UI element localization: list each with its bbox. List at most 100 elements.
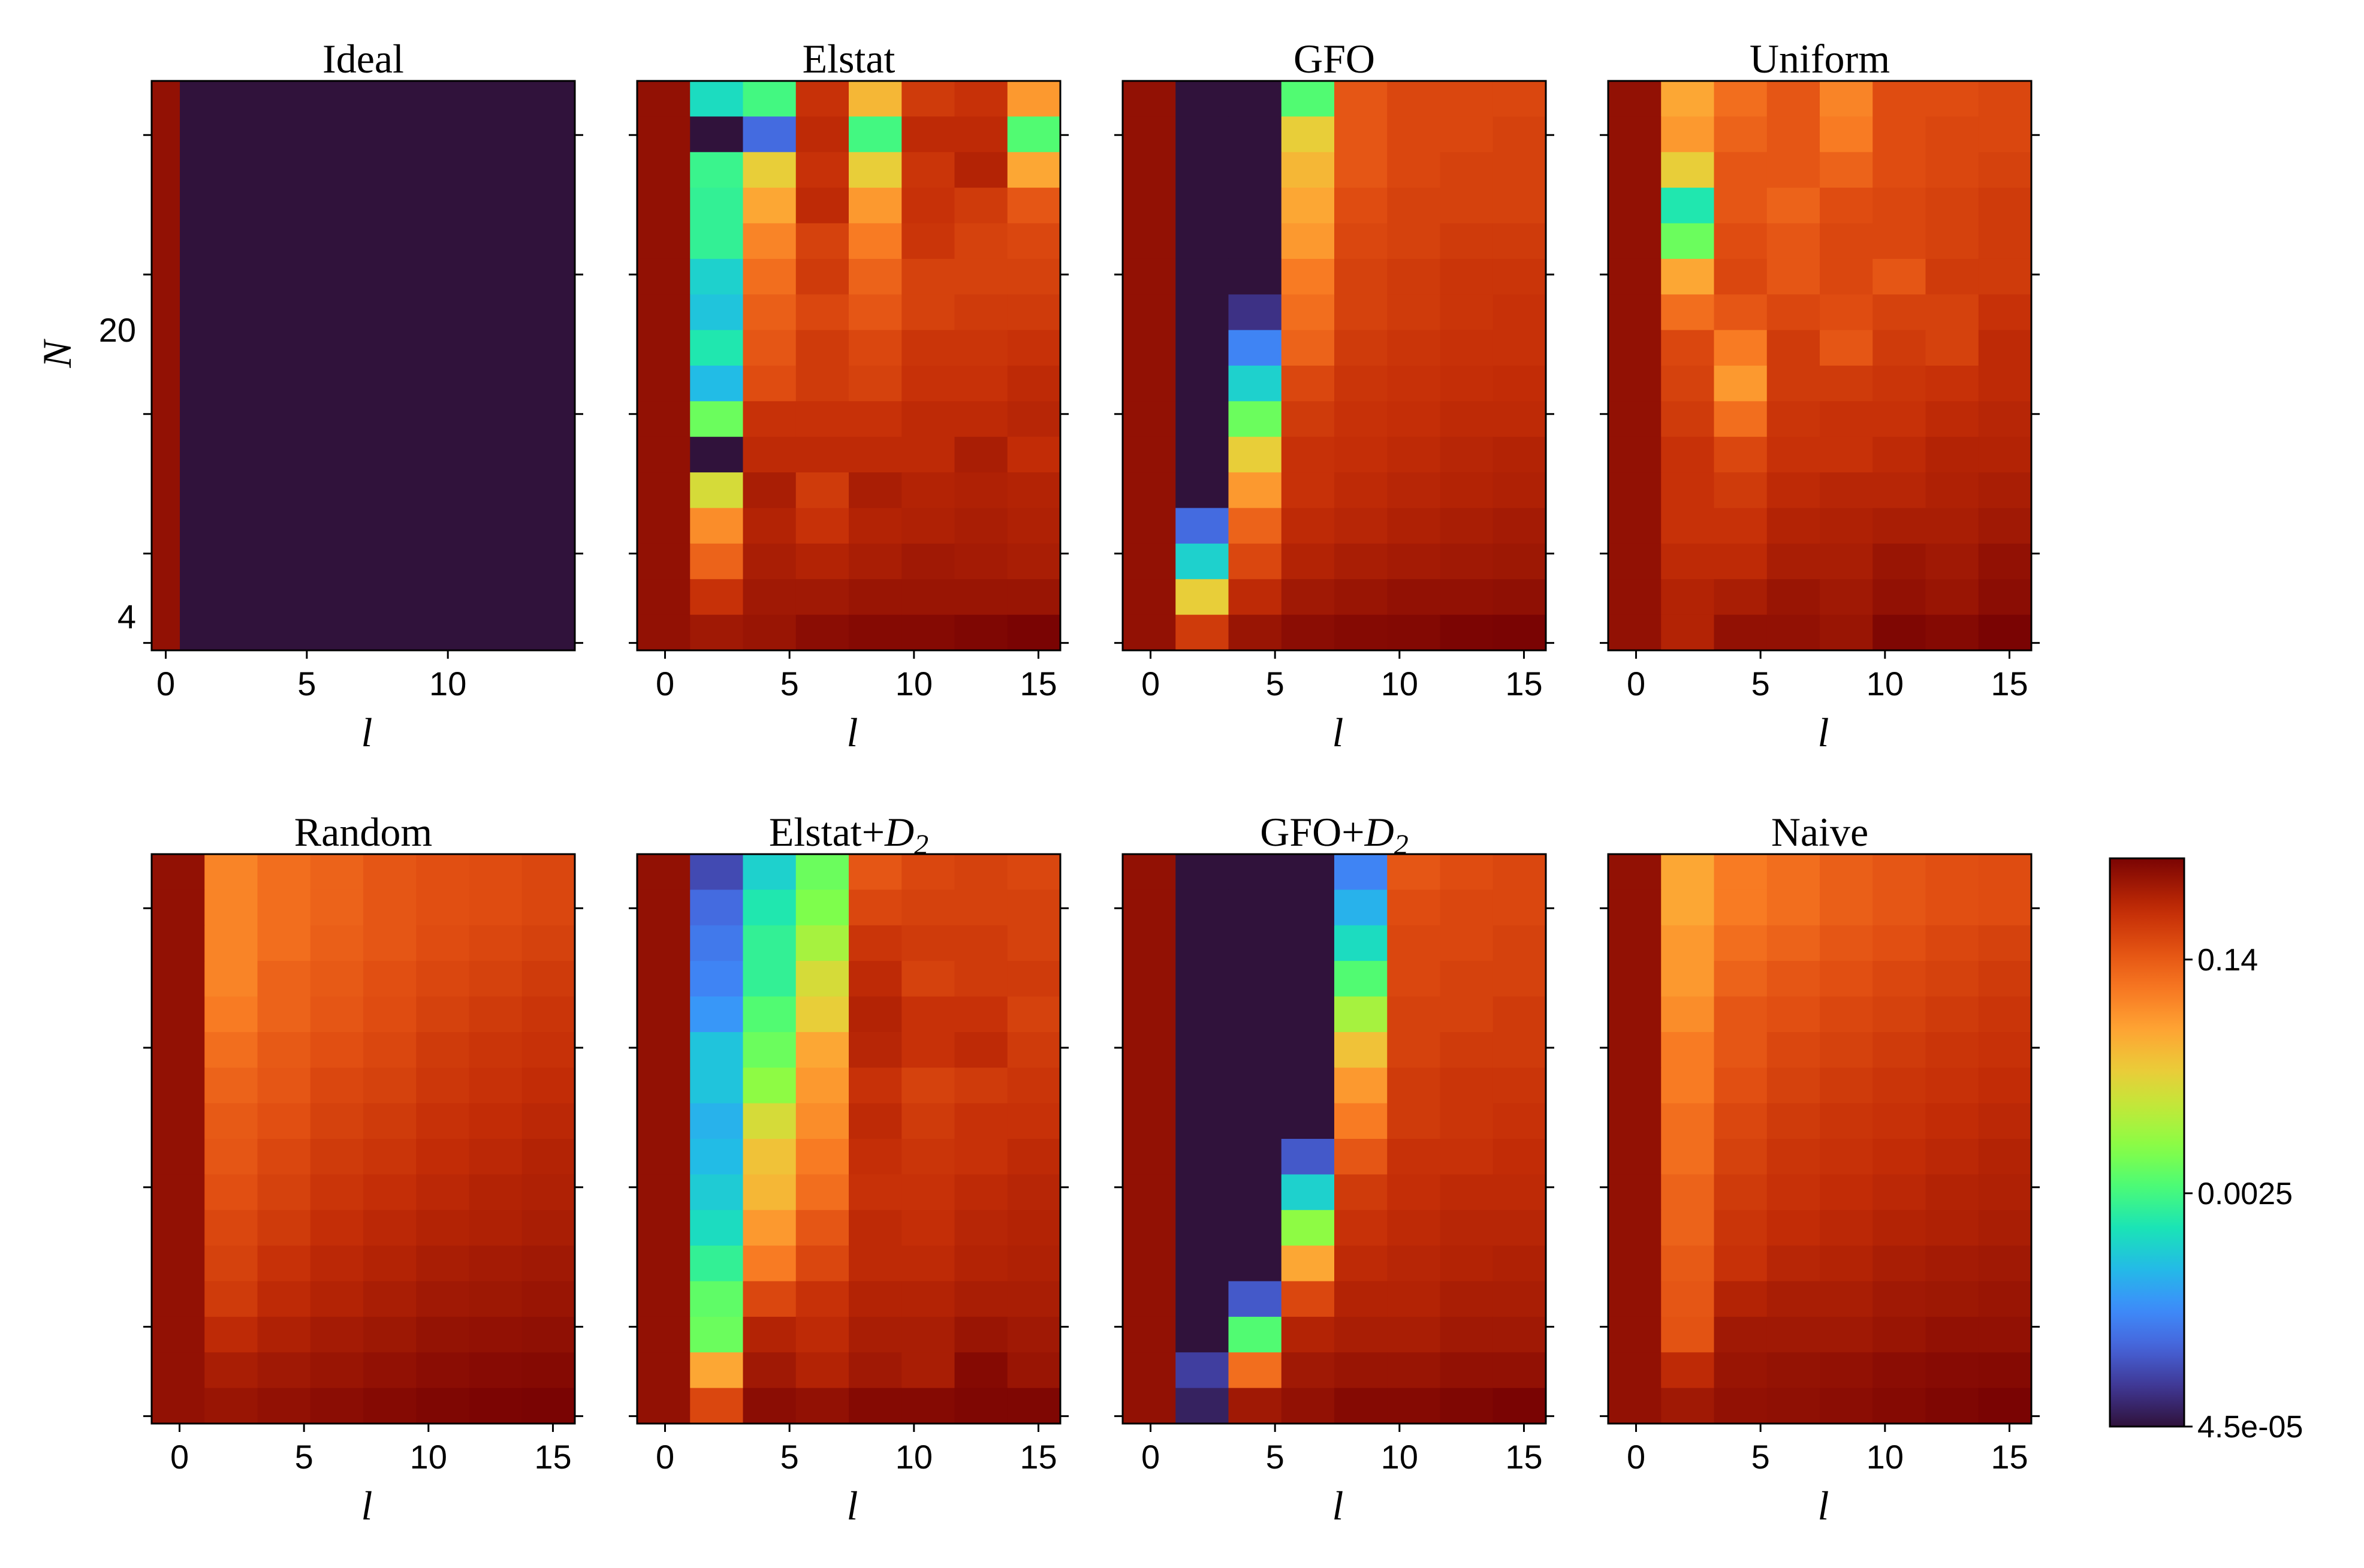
cell (1334, 223, 1388, 260)
cell (954, 1174, 1008, 1211)
cell (1492, 188, 1546, 224)
cell (849, 330, 902, 366)
cell (1661, 152, 1715, 188)
x-tick-label: 5 (1266, 665, 1284, 702)
cell (257, 1139, 311, 1175)
cell (1228, 1352, 1282, 1389)
cell (521, 889, 575, 926)
cell (901, 223, 955, 260)
cell (1334, 81, 1388, 117)
cell (743, 1174, 797, 1211)
cell (1334, 258, 1388, 295)
cell (1123, 436, 1176, 473)
cell (690, 614, 744, 651)
cell (1492, 436, 1546, 473)
cell (743, 925, 797, 961)
cell (954, 614, 1008, 651)
cell (849, 1139, 902, 1175)
cell (637, 1281, 690, 1317)
cell (310, 1281, 364, 1317)
cell (1714, 1103, 1768, 1139)
cell (1387, 614, 1441, 651)
x-tick-label: 0 (1141, 665, 1160, 702)
cell (849, 223, 902, 260)
x-tick-label: 0 (656, 665, 674, 702)
cell (363, 961, 417, 997)
cell (1925, 81, 1979, 117)
cell (1228, 81, 1282, 117)
cell (469, 1032, 523, 1068)
cell (1661, 366, 1715, 402)
cell (363, 1032, 417, 1068)
cell (204, 961, 258, 997)
cell (1387, 1103, 1441, 1139)
cell (469, 1174, 523, 1211)
cell (637, 1388, 690, 1424)
cell (1978, 961, 2032, 997)
cell (310, 1103, 364, 1139)
cell (257, 996, 311, 1033)
cell (1175, 543, 1229, 580)
cell (743, 1103, 797, 1139)
cell (690, 1352, 744, 1389)
cell (1440, 472, 1494, 509)
cell (954, 854, 1008, 890)
cell (1007, 1103, 1061, 1139)
cell (1714, 1388, 1768, 1424)
cell (1281, 1281, 1335, 1317)
cell (795, 1316, 849, 1353)
cell (363, 1210, 417, 1246)
cell (1608, 543, 1662, 580)
cell (469, 1139, 523, 1175)
cell (469, 1352, 523, 1389)
cell (310, 1174, 364, 1211)
cell (1925, 579, 1979, 616)
cell (1007, 472, 1061, 509)
cell (1492, 1352, 1546, 1389)
cell (901, 889, 955, 926)
cell (1007, 925, 1061, 961)
cell (1978, 1103, 2032, 1139)
cell (1872, 1388, 1926, 1424)
cell (363, 1246, 417, 1282)
panel-frame (636, 80, 1062, 652)
cell (1123, 188, 1176, 224)
cell (1123, 294, 1176, 331)
cell (637, 1068, 690, 1104)
cell (1978, 152, 2032, 188)
cell (1007, 1032, 1061, 1068)
cell (1387, 854, 1441, 890)
cell (954, 889, 1008, 926)
cell (690, 996, 744, 1033)
cell (1492, 508, 1546, 544)
cell (1175, 614, 1229, 651)
cell (1007, 614, 1061, 651)
cell (849, 925, 902, 961)
cell (416, 1246, 470, 1282)
cell (1492, 1281, 1546, 1317)
cell (1123, 1068, 1176, 1104)
cell (1766, 1068, 1820, 1104)
cell (954, 1103, 1008, 1139)
cell (521, 1139, 575, 1175)
cell (901, 330, 955, 366)
cell (1714, 579, 1768, 616)
cell (152, 81, 180, 650)
cell (1872, 1316, 1926, 1353)
cell (1175, 1246, 1229, 1282)
cell (1714, 508, 1768, 544)
cell (521, 925, 575, 961)
cell (204, 854, 258, 890)
cell (954, 472, 1008, 509)
x-tick-label: 10 (1381, 1438, 1418, 1476)
cell (1872, 188, 1926, 224)
cell (1334, 1210, 1388, 1246)
cell (1766, 1246, 1820, 1282)
cell (1007, 543, 1061, 580)
cell (1440, 1352, 1494, 1389)
cell (1714, 152, 1768, 188)
cell (1007, 1352, 1061, 1389)
cell (1123, 81, 1176, 117)
cell (310, 1068, 364, 1104)
cell (1978, 188, 2032, 224)
